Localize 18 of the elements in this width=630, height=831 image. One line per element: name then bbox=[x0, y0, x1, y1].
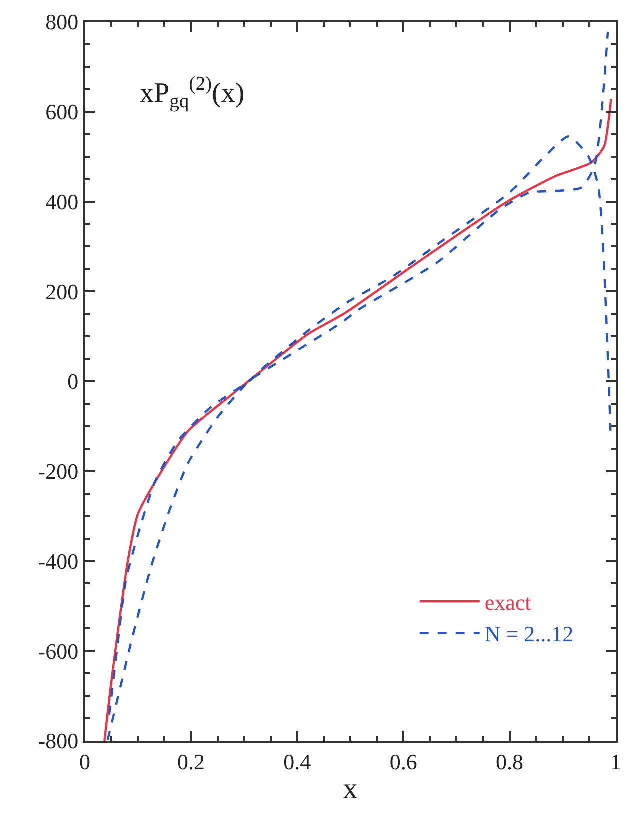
legend-label: exact bbox=[484, 590, 532, 616]
y-tick-label: 800 bbox=[46, 10, 79, 35]
y-tick-label: -200 bbox=[38, 459, 79, 484]
x-axis-title: x bbox=[343, 772, 358, 806]
annotation: xP$_{gq}$$^{(2)}$(x) bbox=[140, 74, 245, 113]
y-tick-label: -600 bbox=[38, 638, 79, 664]
x-tick-label: 1 bbox=[610, 749, 622, 774]
x-tick-label: 0.6 bbox=[390, 749, 418, 774]
y-tick-label: 400 bbox=[46, 189, 79, 214]
x-tick-label: 0.2 bbox=[177, 749, 205, 774]
x-tick-label: 0.4 bbox=[284, 749, 312, 774]
y-tick-label: 200 bbox=[46, 279, 79, 304]
y-tick-label: 0 bbox=[68, 369, 79, 394]
x-tick-label: 0.8 bbox=[496, 749, 524, 774]
y-tick-label: 600 bbox=[46, 100, 79, 125]
y-tick-label: -400 bbox=[38, 548, 79, 574]
legend-label: N = 2...12 bbox=[484, 622, 574, 647]
y-tick-label: -800 bbox=[38, 728, 79, 754]
